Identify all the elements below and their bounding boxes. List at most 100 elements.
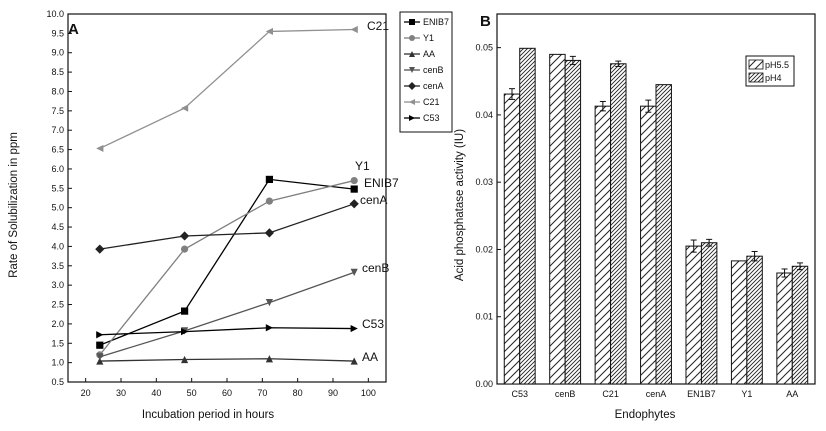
bar-ph4: [746, 255, 763, 385]
data-point: [350, 324, 358, 333]
y-tick-label: 2.5: [51, 300, 64, 310]
legend-label: pH5.5: [765, 60, 789, 70]
series-end-label: AA: [362, 350, 378, 364]
y-tick-label: 0.02: [475, 244, 493, 254]
y-tick-label: 8.5: [51, 67, 64, 77]
data-point: [350, 176, 358, 185]
y-tick-label: 5.0: [51, 203, 64, 213]
series-aa: [96, 355, 358, 365]
x-tick-label: EN1B7: [687, 389, 716, 399]
x-tick-label: 70: [257, 388, 267, 398]
x-tick-label: 40: [151, 388, 161, 398]
series-cena: [95, 199, 359, 254]
series-end-label: ENIB7: [364, 176, 399, 190]
x-tick-label: C53: [511, 389, 528, 399]
x-tick-label: C21: [602, 389, 619, 399]
x-tick-label: cenB: [555, 389, 576, 399]
y-tick-label: 4.5: [51, 222, 64, 232]
data-point: [265, 355, 273, 363]
bar-ph4: [791, 265, 809, 385]
y-tick-label: 0.03: [475, 177, 493, 187]
data-point: [96, 331, 104, 339]
bar-chart-panel: B Endophytes Acid phosphatase activity (…: [454, 13, 816, 421]
x-tick-label: 90: [328, 388, 338, 398]
y-tick-label: 7.5: [51, 106, 64, 116]
series-line: [99, 327, 355, 336]
y-tick-label: 7.0: [51, 125, 64, 135]
x-tick-label: Y1: [741, 389, 752, 399]
bar-ph4: [519, 47, 536, 385]
legend-label: pH4: [765, 73, 782, 83]
y-tick-label: 8.0: [51, 86, 64, 96]
legend-label: AA: [423, 49, 435, 59]
bar-ph5.5: [730, 260, 748, 385]
series-line: [99, 28, 355, 150]
y-tick-label: 0.00: [475, 379, 493, 389]
bar-ph5.5: [776, 272, 793, 385]
x-axis-label: Incubation period in hours: [142, 409, 275, 421]
series-group: [95, 25, 359, 365]
y-tick-label: 9.5: [51, 28, 64, 38]
series-line: [99, 203, 355, 250]
series-enib7: [96, 175, 358, 349]
y-axis-label: Acid phosphatase activity (IU): [454, 129, 466, 281]
y-tick-label: 2.0: [51, 319, 64, 329]
y-tick-label: 1.0: [51, 358, 64, 368]
legend-label: cenB: [423, 65, 444, 75]
x-tick-label: 80: [293, 388, 303, 398]
legend: ENIB7 Y1 AA cenB cenA C21 C53: [399, 11, 453, 133]
legend-item: cenB: [404, 65, 444, 75]
legend-swatch: [748, 72, 764, 83]
legend-swatch: [748, 59, 764, 70]
data-point: [265, 175, 273, 184]
y-tick-label: 0.5: [51, 377, 64, 387]
x-axis-label: Endophytes: [615, 409, 676, 421]
series-cenb: [96, 268, 358, 361]
data-point: [349, 199, 359, 209]
x-tick-label: cenA: [646, 389, 667, 399]
series-line: [99, 179, 355, 356]
bar-ph4: [610, 63, 627, 385]
legend-item: cenA: [404, 81, 444, 91]
x-tick-label: 60: [222, 388, 232, 398]
data-point: [181, 328, 189, 336]
y-tick-label: 6.5: [51, 145, 64, 155]
series-end-label: C21: [367, 19, 389, 33]
bar-ph4: [700, 242, 718, 385]
bar-ph5.5: [549, 53, 566, 385]
legend-marker: [409, 99, 415, 105]
data-point: [96, 357, 104, 365]
legend-item: Y1: [404, 33, 434, 43]
legend-item: AA: [404, 49, 435, 59]
series-line: [99, 178, 355, 346]
data-point: [265, 197, 273, 205]
data-point: [181, 245, 189, 253]
data-point: [96, 341, 104, 349]
bar-ph5.5: [503, 93, 521, 385]
legend-marker: [409, 67, 415, 73]
x-tick-label: 50: [187, 388, 197, 398]
x-tick-label: 20: [81, 388, 91, 398]
legend-label: cenA: [423, 81, 444, 91]
y-axis-label: Rate of Solubilization in ppm: [8, 132, 20, 278]
axes: 0.5 1.0 1.5 2.0 2.5 3.0 3.5 4.0 4.5 5.0 5.5 6.0 6.5 7…: [46, 9, 387, 398]
data-point: [265, 27, 273, 36]
series-line: [99, 358, 355, 362]
legend-marker: [409, 51, 415, 57]
legend-label: C53: [423, 113, 440, 123]
legend-marker: [409, 19, 415, 25]
y-tick-label: 1.5: [51, 338, 64, 348]
legend-label: ENIB7: [423, 17, 449, 27]
legend-item: ENIB7: [404, 17, 449, 27]
panel-label-b: B: [480, 13, 491, 30]
y-tick-label: 4.0: [51, 241, 64, 251]
x-tick-label: 30: [116, 388, 126, 398]
bars-group: [503, 47, 809, 385]
legend-label: C21: [423, 97, 440, 107]
series-end-label: Y1: [355, 159, 370, 173]
series-line: [99, 271, 355, 358]
y-tick-label: 3.0: [51, 280, 64, 290]
y-tick-label: 0.01: [475, 312, 493, 322]
data-point: [350, 25, 358, 34]
data-point: [96, 144, 104, 153]
